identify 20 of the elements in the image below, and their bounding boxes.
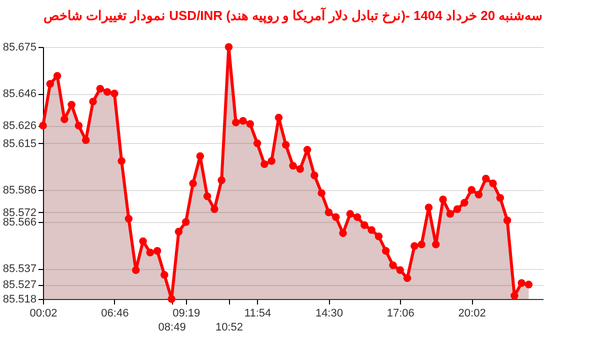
y-tick-label: 85.566 (2, 216, 36, 228)
x-tick-label: 11:54 (244, 308, 272, 320)
y-tick-label: 85.586 (2, 184, 36, 196)
y-tick-label: 85.518 (2, 294, 36, 306)
x-tick-label: 00:02 (30, 308, 58, 320)
x-tick-label: 10:52 (215, 322, 243, 334)
chart-title: نمودار تغییرات شاخص USD/INR (نرخ تبادل دلار آمریکا و روپیه هند)- سه‌شنبه 20 خرداد 1404 (43, 7, 543, 24)
y-tick-label: 85.626 (2, 120, 36, 132)
y-tick-label: 85.572 (2, 206, 36, 219)
y-tick-label: 85.537 (2, 263, 36, 276)
x-tick-label: 08:49 (158, 322, 186, 334)
y-tick-label: 85.646 (2, 88, 36, 100)
y-tick-label: 85.615 (2, 138, 36, 150)
x-tick-label: 06:46 (101, 308, 129, 320)
x-tick-label: 17:06 (386, 308, 414, 320)
y-tick-label: 85.675 (2, 42, 36, 54)
x-tick-label: 20:02 (458, 308, 486, 320)
y-tick-label: 85.527 (2, 279, 36, 292)
x-tick-label: 09:19 (172, 308, 200, 320)
x-tick-label: 14:30 (315, 308, 343, 320)
